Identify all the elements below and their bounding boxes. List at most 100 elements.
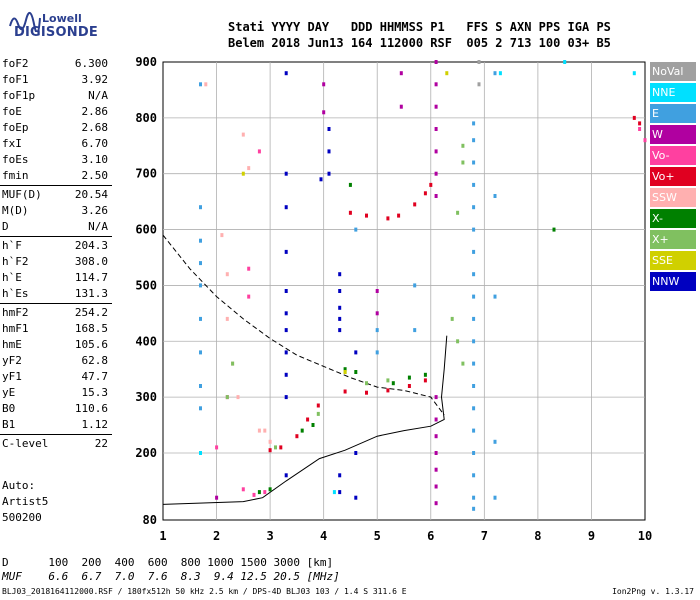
point-w	[434, 467, 438, 472]
param-row: B0 110.6	[0, 401, 112, 417]
header-values: Belem 2018 Jun13 164 112000 RSF 005 2 71…	[228, 36, 611, 50]
param-row: foEs 3.10	[0, 152, 112, 168]
point-w	[322, 82, 326, 87]
point-ssw	[236, 395, 240, 400]
file-info: BLJ03_2018164112000.RSF / 180fx512h 50 k…	[2, 587, 407, 596]
point-x-	[354, 370, 358, 374]
point-vo-	[643, 138, 647, 143]
point-vo-	[386, 216, 390, 221]
point-x-	[461, 160, 465, 165]
param-row: D N/A	[0, 219, 112, 235]
muf-row: MUF 6.6 6.7 7.0 7.6 8.3 9.4 12.5 20.5 [M…	[2, 570, 340, 583]
param-value: 2.50	[81, 169, 109, 182]
point-nnw	[338, 316, 342, 321]
param-value: 105.6	[74, 338, 108, 351]
point-x-	[423, 372, 427, 377]
point-x-	[268, 487, 272, 492]
version-info: Ion2Png v. 1.3.17	[612, 587, 694, 596]
artist-code: 500200	[2, 511, 42, 524]
point-vo-	[365, 213, 368, 218]
point-e	[493, 495, 497, 500]
point-nne	[199, 451, 202, 455]
param-value: 3.10	[81, 153, 109, 166]
logo-text-digisonde: DIGISONDE	[14, 25, 98, 40]
point-e	[199, 283, 202, 288]
point-nnw	[338, 272, 342, 277]
header-fields: Stati YYYY DAY DDD HHMMSS P1 FFS S AXN P…	[228, 20, 611, 34]
point-e	[472, 294, 476, 299]
point-e	[199, 384, 202, 388]
param-value: 22	[94, 437, 108, 450]
point-x-	[461, 143, 465, 148]
legend-item-sse: SSE	[650, 251, 696, 270]
param-label: hmF1	[2, 322, 29, 335]
point-nnw	[284, 71, 288, 76]
param-value: 168.5	[74, 322, 108, 335]
point-w	[434, 171, 438, 176]
point-e	[375, 328, 379, 333]
point-vo-	[413, 202, 417, 207]
point-x-	[274, 445, 277, 450]
param-label: foF2	[2, 57, 29, 70]
x-tick-label: 9	[588, 529, 595, 543]
param-row: foE 2.86	[0, 104, 112, 120]
digisonde-logo: Lowell DIGISONDE	[4, 6, 114, 46]
point-vo-	[407, 384, 411, 388]
param-value: 6.70	[81, 137, 109, 150]
point-e	[199, 350, 202, 355]
point-nnw	[327, 149, 331, 154]
param-row: h`Es 131.3	[0, 286, 112, 302]
legend-item-nne: NNE	[650, 83, 696, 102]
artist-version: Artist5	[2, 495, 49, 508]
param-value: 3.26	[81, 204, 109, 217]
point-w	[375, 311, 379, 316]
point-vo-	[241, 487, 245, 492]
parameter-panel: foF2 6.300 foF1 3.92 foF1p N/A foE 2.86 foEp 2.68…	[0, 56, 112, 452]
param-row: yF2 62.8	[0, 353, 112, 369]
point-e	[199, 316, 202, 321]
legend-item-vo-: Vo-	[650, 146, 696, 165]
point-vo-	[257, 149, 261, 154]
point-e	[472, 384, 476, 388]
x-tick-label: 4	[320, 529, 327, 543]
y-tick-label: 700	[135, 167, 157, 181]
point-e	[472, 182, 476, 187]
param-row: hmF2 254.2	[0, 305, 112, 321]
point-w	[434, 194, 438, 198]
point-e	[472, 227, 476, 232]
point-e	[472, 160, 476, 165]
point-w	[434, 484, 438, 489]
point-ssw	[247, 166, 251, 171]
param-label: h`Es	[2, 287, 29, 300]
param-row: B1 1.12	[0, 417, 112, 433]
point-nne	[632, 71, 636, 76]
param-label: foE	[2, 105, 22, 118]
point-e	[199, 82, 202, 87]
param-value: 131.3	[74, 287, 108, 300]
point-nnw	[284, 311, 288, 316]
point-nnw	[338, 305, 342, 310]
param-row: h`E 114.7	[0, 270, 112, 286]
point-x-	[456, 210, 460, 215]
point-sse	[343, 370, 347, 374]
point-e	[354, 227, 358, 232]
point-e	[472, 121, 476, 126]
x-tick-label: 1	[159, 529, 166, 543]
point-vo-	[429, 182, 433, 187]
param-label: fmin	[2, 169, 29, 182]
point-w	[434, 501, 438, 506]
point-e	[472, 406, 476, 411]
point-w	[434, 127, 438, 131]
param-label: B1	[2, 418, 16, 431]
x-tick-label: 3	[266, 529, 273, 543]
param-label: B0	[2, 402, 16, 415]
point-x-	[456, 339, 460, 344]
point-nnw	[338, 490, 342, 495]
point-x-	[461, 361, 465, 366]
point-ssw	[220, 233, 224, 238]
legend-item-vo-: Vo+	[650, 167, 696, 186]
point-e	[493, 439, 497, 444]
point-vo-	[252, 492, 256, 497]
legend: NoVal NNE E W Vo- Vo+ SSW X- X+ SSE NNW	[650, 62, 696, 293]
